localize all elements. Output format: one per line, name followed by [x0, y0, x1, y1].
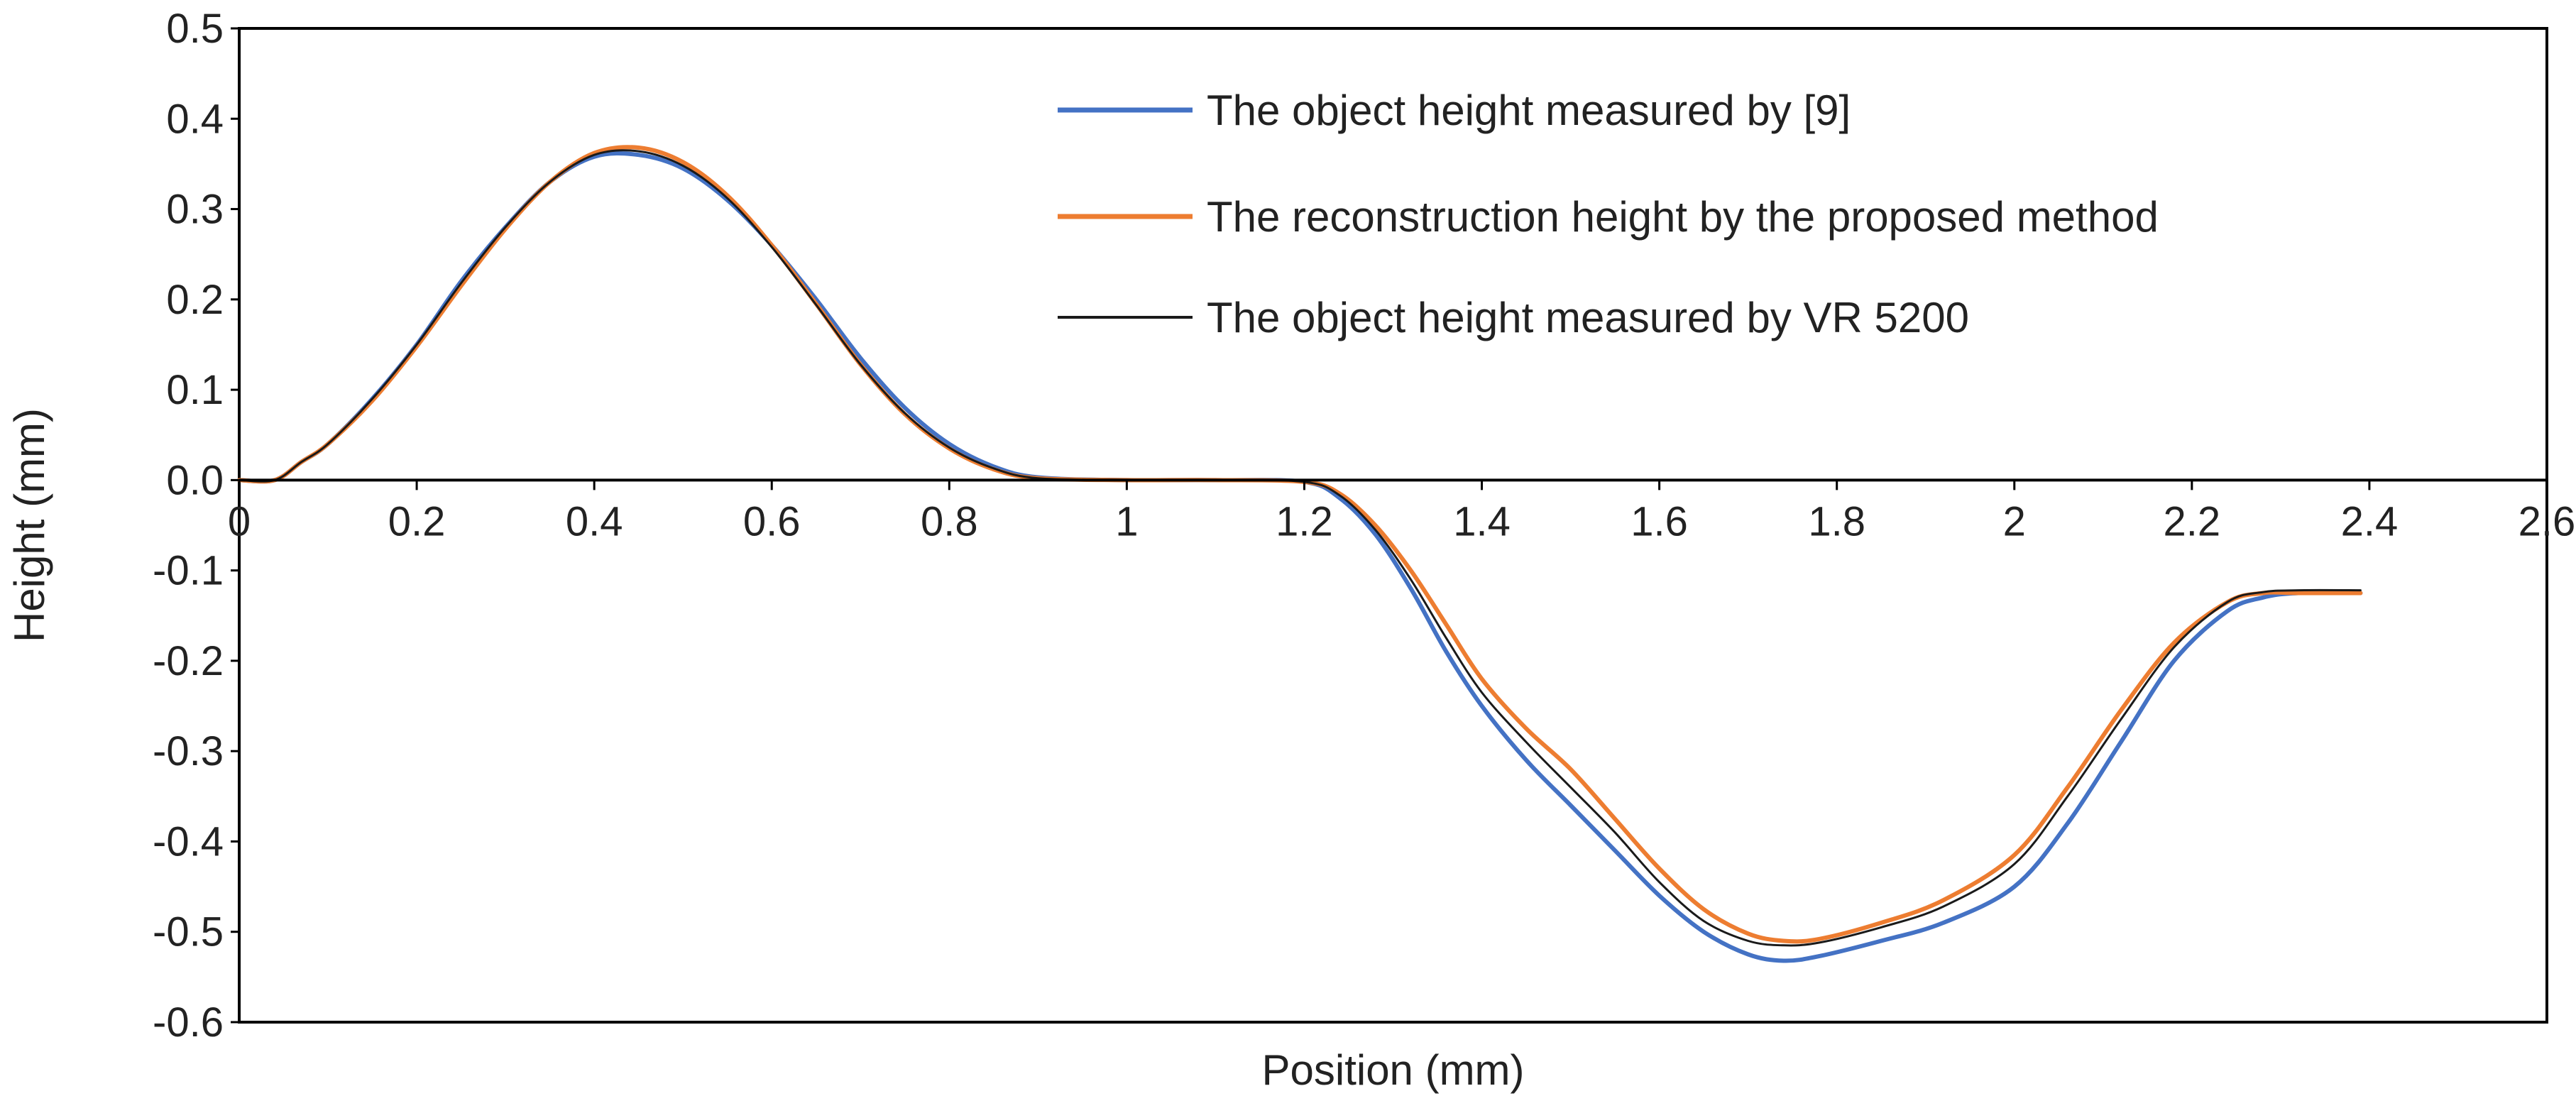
- y-tick-label: -0.1: [153, 548, 224, 594]
- x-tick-label: 2.2: [2164, 498, 2221, 544]
- x-axis-ticks: 0 0.2 0.4 0.6 0.8 1 1.2 1.4 1.6 1.8 2 2.2 2.4 2.6: [228, 480, 2575, 544]
- y-tick-label: 0.5: [166, 6, 224, 52]
- y-tick-label: -0.3: [153, 728, 224, 774]
- series-line-3: [238, 149, 2362, 947]
- y-tick-label: 0.1: [166, 367, 224, 413]
- x-tick-label: 0.8: [921, 498, 978, 544]
- x-tick-label: 1.8: [1808, 498, 1865, 544]
- x-tick-label: 0.6: [743, 498, 801, 544]
- y-tick-label: 0.4: [166, 96, 224, 142]
- legend: The object height measured by [9] The rec…: [1058, 87, 2159, 341]
- legend-label-2: The reconstruction height by the propose…: [1207, 193, 2159, 241]
- x-axis-title: Position (mm): [1261, 1046, 1524, 1094]
- series-layer: [237, 145, 2363, 963]
- x-tick-label: 0: [228, 498, 251, 544]
- y-axis-ticks: 0.5 0.4 0.3 0.2 0.1 0.0 -0.1 -0.2 -0.3 -0.4 -0.5 -0…: [153, 6, 239, 1046]
- x-tick-label: 1.2: [1276, 498, 1333, 544]
- legend-label-1: The object height measured by [9]: [1207, 87, 1851, 134]
- y-axis-title: Height (mm): [6, 408, 53, 642]
- x-tick-label: 1: [1115, 498, 1138, 544]
- x-tick-label: 1.6: [1630, 498, 1688, 544]
- x-tick-label: 0.4: [566, 498, 623, 544]
- y-tick-label: -0.2: [153, 638, 224, 684]
- plot-area-frame: [238, 27, 2548, 1024]
- x-tick-label: 1.4: [1453, 498, 1511, 544]
- legend-label-3: The object height measured by VR 5200: [1207, 294, 1969, 341]
- x-tick-label: 2.4: [2341, 498, 2399, 544]
- x-tick-label: 2: [2003, 498, 2026, 544]
- x-tick-label: 2.6: [2519, 498, 2576, 544]
- y-tick-label: -0.4: [153, 818, 224, 865]
- y-tick-label: 0.3: [166, 187, 224, 233]
- y-tick-label: 0.0: [166, 457, 224, 503]
- y-tick-label: -0.6: [153, 999, 224, 1046]
- x-tick-label: 0.2: [388, 498, 446, 544]
- y-tick-label: 0.2: [166, 277, 224, 323]
- y-tick-label: -0.5: [153, 909, 224, 955]
